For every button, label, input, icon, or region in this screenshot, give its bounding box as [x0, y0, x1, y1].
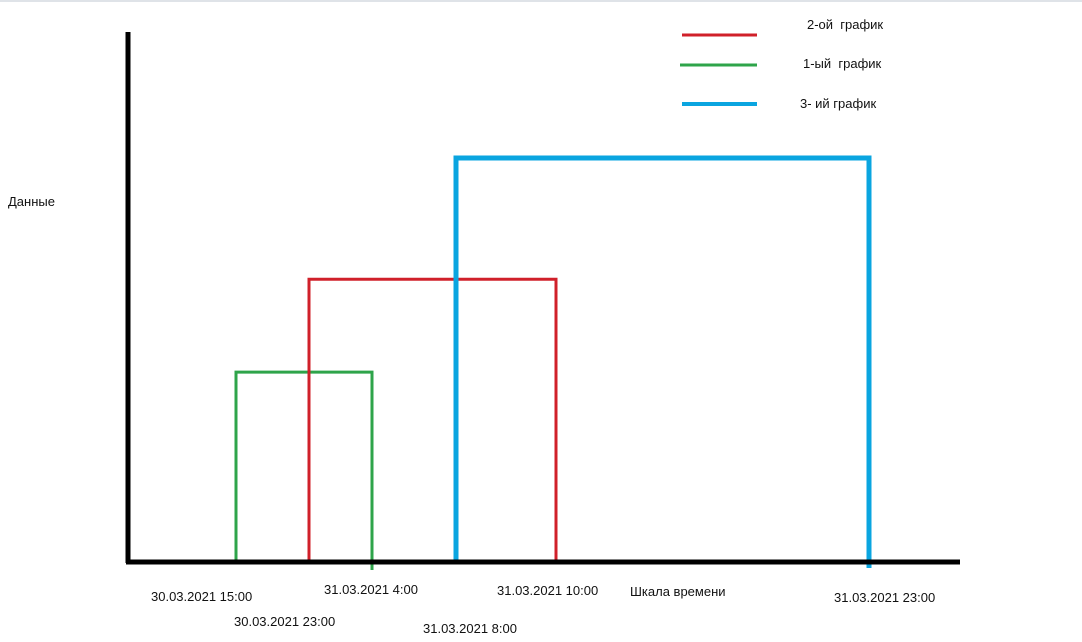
x-axis-label: Шкала времени: [630, 584, 726, 599]
series-line-2: [234, 370, 374, 570]
y-axis-label: Данные: [8, 194, 55, 209]
x-tick-label: 30.03.2021 15:00: [151, 589, 252, 604]
legend: 2-ой график 1-ый график 3- ий график: [680, 17, 883, 111]
x-tick-label: 31.03.2021 10:00: [497, 583, 598, 598]
x-tick-label: 31.03.2021 23:00: [834, 590, 935, 605]
legend-label-1: 2-ой график: [807, 17, 883, 32]
top-border: [0, 0, 1082, 2]
x-tick-labels: 30.03.2021 15:00 30.03.2021 23:00 31.03.20…: [151, 582, 935, 636]
x-tick-label: 31.03.2021 8:00: [423, 621, 517, 636]
series-layer: [234, 155, 872, 570]
x-tick-label: 30.03.2021 23:00: [234, 614, 335, 629]
legend-label-3: 3- ий график: [800, 96, 876, 111]
series-line-3: [453, 155, 872, 568]
series-line-1: [307, 277, 558, 562]
legend-label-2: 1-ый график: [803, 56, 882, 71]
x-tick-label: 31.03.2021 4:00: [324, 582, 418, 597]
